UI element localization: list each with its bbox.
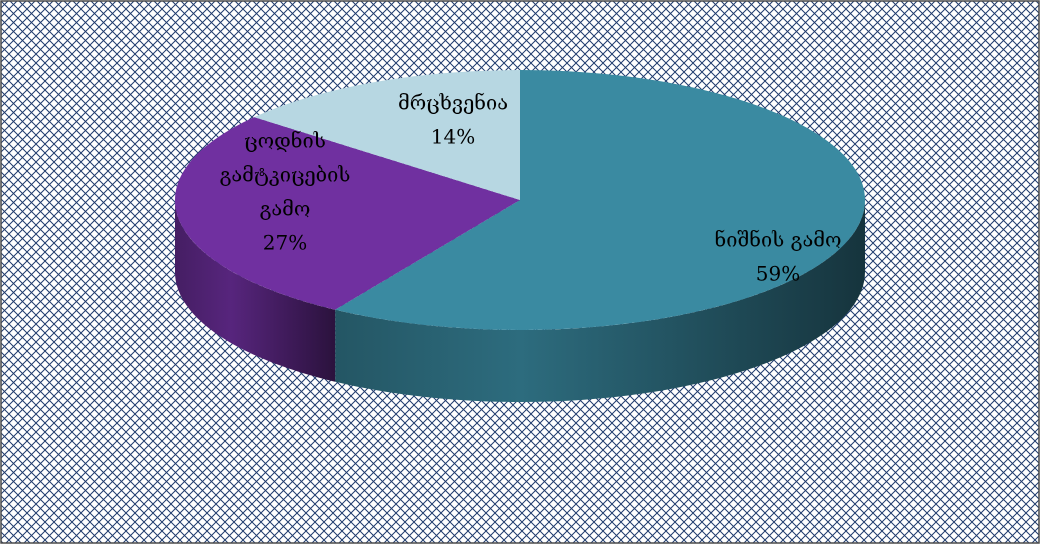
data-label-category: ნიშნის გამო (714, 228, 841, 252)
pie-slice (174, 117, 520, 310)
data-label: ნიშნის გამო 59% (714, 228, 841, 286)
data-label-value: 59% (756, 262, 800, 286)
data-label: მრცხვენია 14% (398, 91, 508, 149)
pie-slice-side (175, 200, 336, 382)
pie-slice (335, 70, 866, 330)
data-label-category: მრცხვენია (398, 91, 508, 115)
pie-slice (254, 69, 521, 200)
data-label-category: გამტკიცების (220, 163, 351, 187)
data-label-value: 27% (263, 231, 307, 255)
pie-tops (174, 69, 866, 330)
data-label: ცოდნის გამტკიცების გამო 27% (220, 129, 351, 255)
pie-sides (175, 200, 865, 402)
data-label-value: 14% (431, 125, 475, 149)
data-label-category: ცოდნის (244, 129, 326, 153)
pie-slice-side (335, 200, 865, 402)
pie-labels: ნიშნის გამო 59% ცოდნის გამტკიცების გამო 27% მრ… (220, 91, 842, 286)
data-label-category: გამო (260, 197, 311, 221)
